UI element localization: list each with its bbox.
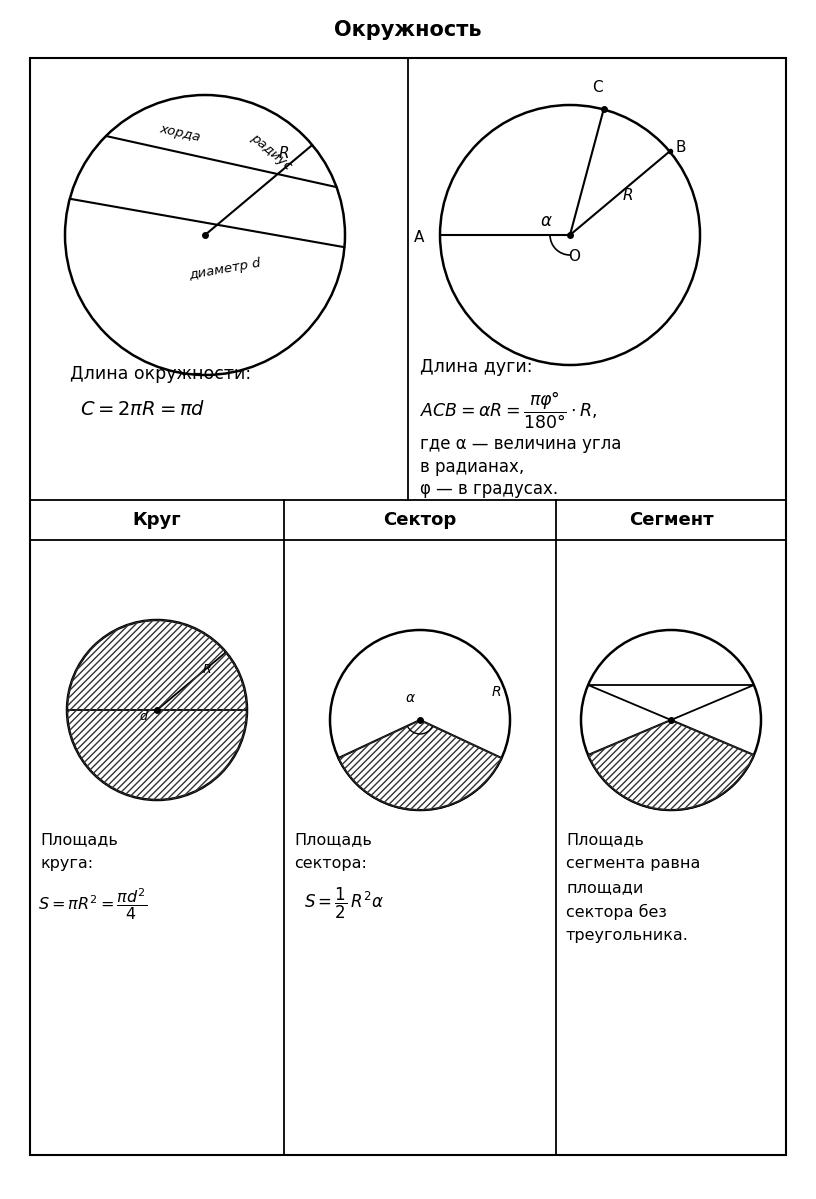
Text: R: R [492, 685, 501, 699]
Text: α: α [540, 212, 552, 230]
Circle shape [581, 629, 761, 811]
Text: Площадь: Площадь [566, 832, 644, 846]
Text: φ — в градусах.: φ — в градусах. [420, 480, 558, 498]
Text: R: R [623, 188, 633, 203]
Text: круга:: круга: [40, 856, 93, 870]
Text: Длина окружности:: Длина окружности: [70, 364, 251, 382]
Text: Круг: Круг [133, 511, 181, 529]
Text: A: A [414, 229, 424, 245]
Text: площади: площади [566, 880, 643, 894]
Circle shape [67, 620, 247, 800]
Text: где α — величина угла: где α — величина угла [420, 435, 621, 453]
Text: сектора без: сектора без [566, 904, 667, 920]
Text: O: O [568, 249, 580, 264]
Text: $S = \pi R^2 = \dfrac{\pi d^2}{4}$: $S = \pi R^2 = \dfrac{\pi d^2}{4}$ [38, 886, 148, 922]
Text: диаметр d: диаметр d [188, 257, 262, 283]
Circle shape [330, 629, 510, 811]
Text: d: d [139, 710, 147, 723]
Polygon shape [588, 685, 754, 721]
Text: в радианах,: в радианах, [420, 458, 524, 476]
Text: $S = \dfrac{1}{2}\,R^2\alpha$: $S = \dfrac{1}{2}\,R^2\alpha$ [304, 886, 384, 921]
Text: хорда: хорда [158, 122, 202, 144]
Text: R: R [279, 145, 290, 161]
Text: Длина дуги:: Длина дуги: [420, 359, 533, 376]
Text: сектора:: сектора: [294, 856, 367, 870]
Text: α: α [406, 691, 415, 705]
Text: треугольника.: треугольника. [566, 928, 689, 942]
Text: сегмента равна: сегмента равна [566, 856, 700, 870]
Text: Сегмент: Сегмент [628, 511, 713, 529]
Text: B: B [676, 140, 686, 155]
Text: R: R [203, 663, 211, 676]
Text: C: C [592, 80, 603, 96]
Text: Сектор: Сектор [384, 511, 457, 529]
Wedge shape [339, 721, 502, 811]
Text: $C = 2\pi R = \pi d$: $C = 2\pi R = \pi d$ [80, 400, 206, 418]
Text: Площадь: Площадь [40, 832, 118, 846]
Wedge shape [588, 721, 754, 811]
Text: $ACB = \alpha R = \dfrac{\pi\varphi°}{180°} \cdot R,$: $ACB = \alpha R = \dfrac{\pi\varphi°}{18… [420, 390, 597, 432]
Text: Площадь: Площадь [294, 832, 372, 846]
Text: радиус: радиус [248, 132, 295, 173]
Text: Окружность: Окружность [335, 20, 481, 40]
